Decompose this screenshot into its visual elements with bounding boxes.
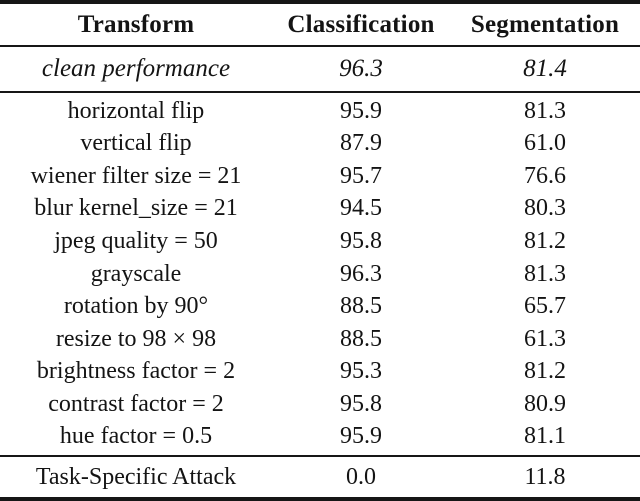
classification-value: 95.8 [340, 390, 382, 417]
transform-label: blur kernel_size = 21 [34, 195, 238, 222]
transform-label: vertical flip [80, 130, 192, 157]
classification-value: 95.9 [340, 423, 382, 450]
transform-label: grayscale [90, 260, 182, 287]
classification-value: 96.3 [340, 260, 382, 287]
segmentation-value: 80.3 [524, 195, 566, 222]
segmentation-value: 81.2 [524, 358, 566, 385]
clean-performance-classification: 96.3 [339, 55, 383, 82]
column-header-transform: Transform [77, 10, 195, 38]
table-row: vertical flip 87.9 61.0 [0, 128, 640, 161]
segmentation-value: 81.2 [524, 227, 566, 254]
classification-value: 95.9 [340, 97, 382, 124]
attack-classification: 0.0 [346, 463, 376, 490]
table-row: jpeg quality = 50 95.8 81.2 [0, 225, 640, 258]
table-row: contrast factor = 2 95.8 80.9 [0, 388, 640, 421]
segmentation-value: 76.6 [524, 162, 566, 189]
segmentation-value: 81.1 [524, 423, 566, 450]
classification-value: 87.9 [340, 130, 382, 157]
attack-segmentation: 11.8 [524, 463, 566, 490]
classification-value: 95.3 [340, 358, 382, 385]
transform-label: rotation by 90° [63, 293, 209, 320]
segmentation-value: 81.3 [524, 97, 566, 124]
table-row: blur kernel_size = 21 94.5 80.3 [0, 193, 640, 226]
table-row: brightness factor = 2 95.3 81.2 [0, 355, 640, 388]
clean-performance-row: clean performance 96.3 81.4 [0, 47, 640, 91]
table-rule-below-header [0, 45, 640, 47]
table-rule-below-clean [0, 91, 640, 93]
attack-row: Task-Specific Attack 0.0 11.8 [0, 457, 640, 497]
table-row: horizontal flip 95.9 81.3 [0, 95, 640, 128]
table-row: grayscale 96.3 81.3 [0, 258, 640, 291]
table-row: rotation by 90° 88.5 65.7 [0, 290, 640, 323]
table-rule-above-attack [0, 455, 640, 457]
table-row: wiener filter size = 21 95.7 76.6 [0, 160, 640, 193]
segmentation-value: 80.9 [524, 390, 566, 417]
transform-label: resize to 98 × 98 [55, 325, 217, 352]
attack-label: Task-Specific Attack [35, 463, 237, 490]
column-header-segmentation: Segmentation [470, 10, 620, 38]
clean-performance-label: clean performance [41, 55, 231, 82]
transform-label: hue factor = 0.5 [59, 423, 213, 450]
segmentation-value: 81.3 [524, 260, 566, 287]
classification-value: 95.7 [340, 162, 382, 189]
classification-value: 88.5 [340, 293, 382, 320]
table-rule-bottom [0, 497, 640, 501]
classification-value: 88.5 [340, 325, 382, 352]
column-header-classification: Classification [287, 10, 435, 38]
table-row: resize to 98 × 98 88.5 61.3 [0, 323, 640, 356]
segmentation-value: 65.7 [524, 293, 566, 320]
classification-value: 94.5 [340, 195, 382, 222]
transform-label: horizontal flip [67, 97, 205, 124]
transform-label: brightness factor = 2 [36, 358, 236, 385]
classification-value: 95.8 [340, 227, 382, 254]
segmentation-value: 61.3 [524, 325, 566, 352]
segmentation-value: 61.0 [524, 130, 566, 157]
table-row: hue factor = 0.5 95.9 81.1 [0, 420, 640, 453]
table-header-row: Transform Classification Segmentation [0, 4, 640, 45]
table-rule-top [0, 0, 640, 4]
transform-label: wiener filter size = 21 [30, 162, 242, 189]
transform-label: jpeg quality = 50 [54, 227, 218, 254]
clean-performance-segmentation: 81.4 [523, 55, 567, 82]
transform-label: contrast factor = 2 [48, 390, 224, 417]
transform-rows-section: horizontal flip 95.9 81.3 vertical flip … [0, 93, 640, 455]
